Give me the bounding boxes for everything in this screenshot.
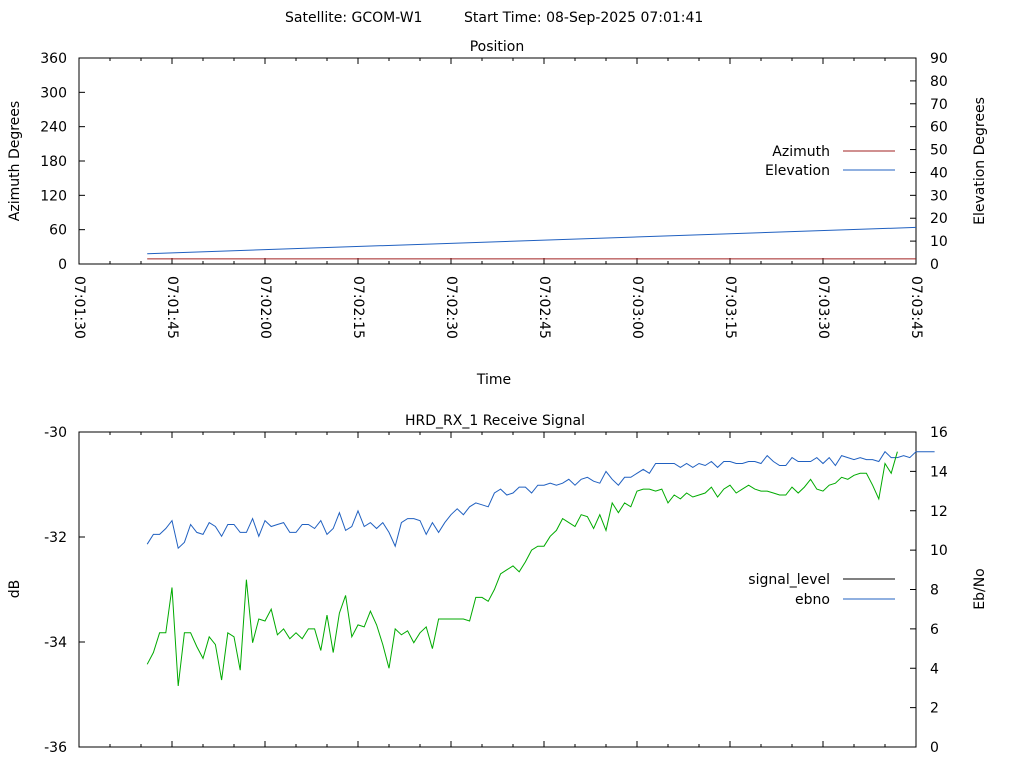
y2-tick-label: 40 <box>930 165 948 181</box>
y-tick-label: 120 <box>40 188 67 204</box>
y-tick-label: 60 <box>49 223 67 239</box>
series-lower-line <box>146 451 898 687</box>
x-tick-label: 07:01:45 <box>164 276 180 339</box>
y2-tick-label: 20 <box>930 211 948 227</box>
legend-elevation-label: Elevation <box>765 163 830 179</box>
y-tick-label: -30 <box>44 425 67 441</box>
x-tick-label: 07:03:45 <box>908 276 924 339</box>
legend-ebno-label: ebno <box>795 592 830 608</box>
y-tick-label: 360 <box>40 51 67 67</box>
position-title: Position <box>470 39 525 55</box>
y2-tick-label: 90 <box>930 51 948 67</box>
signal-x-axis <box>78 432 917 747</box>
y2-tick-label: 4 <box>930 661 939 677</box>
x-tick-label: 07:02:15 <box>350 276 366 339</box>
x-tick-label: 07:03:00 <box>629 276 645 339</box>
y2-tick-label: 70 <box>930 97 948 113</box>
start-time-label: Start Time: 08-Sep-2025 07:01:41 <box>464 10 703 26</box>
position-ylabel: Azimuth Degrees <box>7 101 23 221</box>
signal-y-axis: -36 -34 -32 -30 <box>44 425 85 756</box>
y-tick-label: -36 <box>44 740 67 756</box>
y-tick-label: 0 <box>58 257 67 273</box>
x-tick-label: 07:02:45 <box>536 276 552 339</box>
signal-ylabel: dB <box>7 580 23 599</box>
y-tick-label: 240 <box>40 120 67 136</box>
position-series <box>147 226 917 260</box>
y2-tick-label: 10 <box>930 543 948 559</box>
y2-tick-label: 8 <box>930 583 939 599</box>
y-tick-label: -34 <box>44 635 67 651</box>
y2-tick-label: 60 <box>930 120 948 136</box>
series-elevation-line <box>147 226 917 255</box>
position-y-axis: 0 60 120 180 240 300 360 <box>40 51 85 273</box>
position-xlabel: Time <box>476 372 511 388</box>
x-tick-label: 07:02:30 <box>443 276 459 339</box>
series-upper-line <box>146 450 935 550</box>
y2-tick-label: 0 <box>930 257 939 273</box>
legend-azimuth-label: Azimuth <box>772 144 830 160</box>
y2-tick-label: 50 <box>930 143 948 159</box>
satellite-label: Satellite: GCOM-W1 <box>285 10 422 26</box>
y2-tick-label: 2 <box>930 701 939 717</box>
position-legend: Azimuth Elevation <box>765 144 895 179</box>
y2-tick-label: 30 <box>930 188 948 204</box>
signal-plot-area <box>78 431 917 748</box>
x-tick-label: 07:03:30 <box>815 276 831 339</box>
signal-title: HRD_RX_1 Receive Signal <box>405 413 585 429</box>
y2-tick-label: 14 <box>930 464 948 480</box>
y2-tick-label: 6 <box>930 622 939 638</box>
position-x-axis: 07:01:30 07:01:45 07:02:00 07:02:15 07:02:30… <box>71 58 924 339</box>
y2-tick-label: 16 <box>930 425 948 441</box>
position-y2-axis: 0 10 20 30 40 50 60 70 80 90 <box>910 51 948 273</box>
position-plot-area <box>78 57 917 265</box>
y-tick-label: 300 <box>40 85 67 101</box>
y2-tick-label: 10 <box>930 234 948 250</box>
position-chart: Position 0 60 120 180 240 300 360 0 10 20 30 40 50 6… <box>7 39 988 388</box>
y2-tick-label: 0 <box>930 740 939 756</box>
y2-tick-label: 12 <box>930 504 948 520</box>
signal-y2-axis: 0 2 4 6 8 10 12 14 16 <box>910 425 948 756</box>
signal-series <box>146 450 935 687</box>
y2-tick-label: 80 <box>930 74 948 90</box>
signal-chart: HRD_RX_1 Receive Signal -36 -34 -32 -30 0 2 4… <box>7 413 988 756</box>
y-tick-label: -32 <box>44 530 67 546</box>
x-tick-label: 07:03:15 <box>722 276 738 339</box>
signal-y2label: Eb/No <box>972 568 988 610</box>
x-tick-label: 07:01:30 <box>71 276 87 339</box>
x-tick-label: 07:02:00 <box>257 276 273 339</box>
signal-legend: signal_level ebno <box>748 572 895 608</box>
legend-signal-level-label: signal_level <box>748 572 830 588</box>
y-tick-label: 180 <box>40 154 67 170</box>
position-y2label: Elevation Degrees <box>972 97 988 225</box>
